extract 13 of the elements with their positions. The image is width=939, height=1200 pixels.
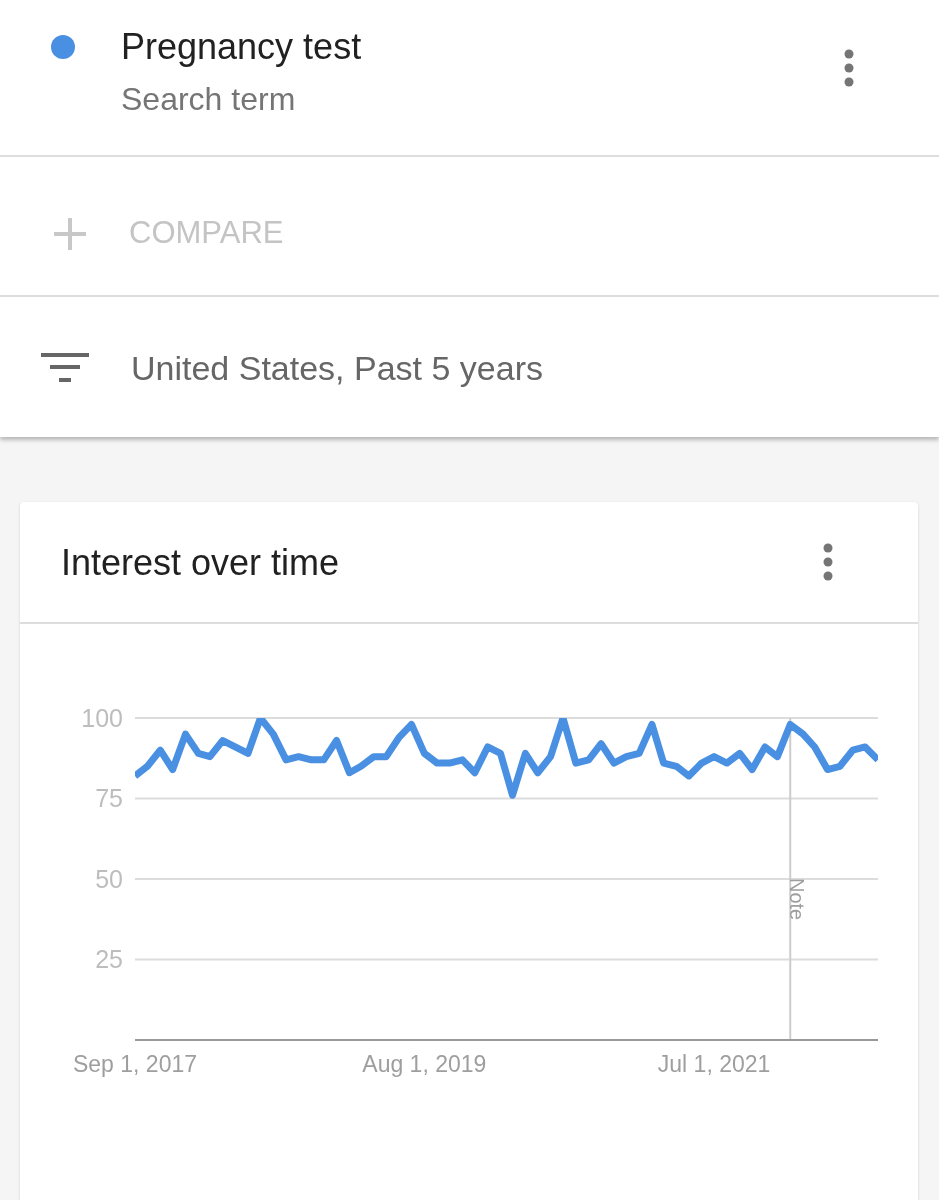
text: United States, Past 5 years — [131, 349, 543, 388]
text: COMPARE — [129, 215, 284, 251]
y-tick-label: 75 — [95, 784, 123, 813]
ref-line-label: Note — [786, 878, 809, 921]
chart-title: Interest over time — [61, 542, 340, 584]
y-tick-label: 25 — [95, 945, 123, 974]
x-tick-label: Aug 1, 2019 — [362, 1051, 487, 1078]
text: Search term — [121, 81, 296, 118]
y-tick-label: 50 — [95, 864, 123, 893]
y-tick-label: 100 — [81, 703, 123, 732]
legend-label: Pregnancy test — [121, 26, 362, 68]
x-tick-label: Sep 1, 2017 — [72, 1051, 198, 1078]
x-tick-label: Jul 1, 2021 — [657, 1051, 771, 1078]
